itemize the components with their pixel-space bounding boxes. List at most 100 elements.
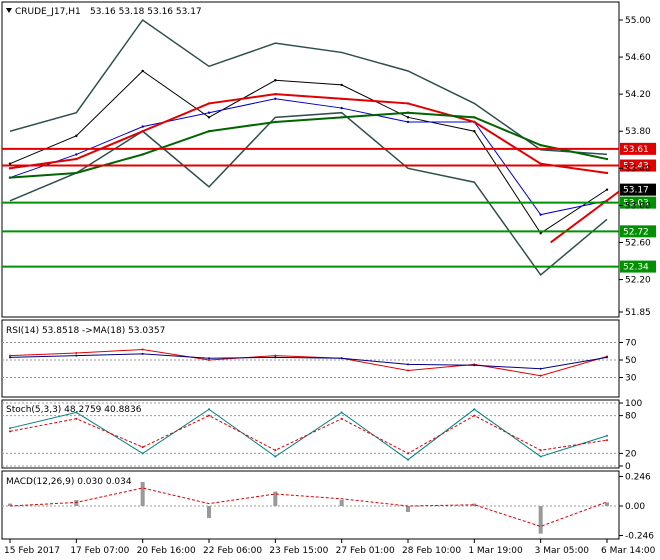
level-tag (620, 196, 656, 209)
level-tag (620, 142, 656, 155)
signal-point (274, 449, 277, 452)
series-point (8, 167, 12, 170)
bollinger-bands (9, 18, 608, 277)
series-point (605, 157, 609, 161)
horizontal-levels: 53.61 53.43 53.17 53.03 52.72 52.34 (2, 142, 656, 273)
series-point (8, 162, 12, 165)
series-point (274, 97, 277, 100)
indicator-point (208, 408, 210, 411)
time-tick-label: 6 Mar 14:00 (601, 546, 656, 556)
time-tick-label: 27 Feb 01:00 (336, 546, 395, 556)
series-point (75, 157, 78, 161)
series-point (141, 153, 144, 156)
time-tick-label: 3 Mar 05:00 (535, 546, 590, 556)
time-tick-label: 28 Feb 10:00 (402, 546, 461, 556)
time-tick-label: 22 Feb 06:00 (203, 546, 262, 556)
series-point (141, 69, 144, 73)
series-point (340, 97, 343, 100)
series-point (274, 92, 277, 96)
indicator-point (606, 434, 608, 437)
indicator-point (75, 352, 78, 354)
indicator-point (141, 452, 144, 455)
level-tag-label: 52.34 (623, 263, 649, 273)
signal-point (407, 452, 409, 455)
series-point (539, 162, 542, 165)
series-point (340, 83, 343, 87)
signal-point (473, 414, 476, 417)
series-point (406, 111, 410, 114)
time-tick-label: 17 Feb 07:00 (70, 546, 129, 556)
bollinger-upper-band (9, 18, 608, 156)
series-point (207, 102, 211, 105)
signal-point (141, 446, 144, 449)
price-tick-label: 51.85 (625, 308, 651, 318)
series-line (9, 70, 608, 234)
macd-histogram-bar (339, 500, 344, 506)
support-trend-line (550, 190, 620, 244)
indicator-point (9, 427, 11, 430)
price-tick-label: 52.20 (625, 276, 651, 286)
macd-histogram-bar (472, 503, 477, 506)
series-point (141, 125, 144, 128)
level-tag (620, 260, 656, 273)
macd-level-label: 0.246 (625, 472, 651, 482)
series-point (473, 116, 476, 119)
macd-histogram-bar (74, 500, 79, 506)
price-axis: 55.00 54.60 54.20 53.80 53.40 53.00 52.60 52.20… (619, 16, 651, 318)
signal-point (75, 417, 78, 420)
series-point (539, 232, 542, 235)
indicator-point (274, 354, 277, 357)
indicator-point (208, 359, 210, 361)
price-tick-label: 53.40 (625, 164, 651, 174)
signal-point (606, 356, 608, 359)
price-tick-label: 52.60 (625, 238, 651, 248)
rsi-level-label: 30 (625, 374, 637, 384)
indicator-point (274, 455, 277, 458)
rsi-label: RSI(14) 53.8518 ->MA(18) 53.0357 (6, 326, 165, 336)
indicator-point (9, 354, 11, 357)
stoch-level-label: 20 (625, 449, 637, 459)
signal-point (141, 352, 144, 355)
indicator-point (539, 374, 542, 377)
stoch-level-label: 80 (625, 412, 637, 422)
signal-line (9, 353, 608, 370)
level-tag-label: 53.17 (623, 186, 649, 196)
macd-level-label: -0.246 (625, 532, 654, 542)
ohlc-values: 53.16 53.18 53.16 53.17 (90, 7, 202, 17)
macd-histogram-bar (605, 502, 609, 506)
macd-histogram-bar (538, 506, 543, 534)
series-point (539, 143, 542, 147)
signal-point (539, 449, 542, 452)
time-tick-label: 1 Mar 19:00 (468, 546, 523, 556)
signal-point (75, 354, 78, 357)
stoch-label: Stoch(5,3,3) 48.2759 40.8836 (6, 405, 142, 415)
time-tick-label: 20 Feb 16:00 (137, 546, 196, 556)
main-panel-frame (1, 1, 620, 318)
series-point (75, 153, 78, 156)
indicator-point (407, 458, 409, 461)
level-tag (620, 159, 656, 172)
rsi-level-label: 50 (625, 356, 637, 366)
time-tick-label: 15 Feb 2017 (4, 546, 60, 556)
signal-point (9, 356, 11, 359)
macd-label: MACD(12,26,9) 0.030 0.034 (6, 477, 132, 487)
series-point (75, 171, 78, 175)
price-tick-label: 53.80 (625, 127, 651, 137)
moving-averages (8, 69, 620, 244)
series-point (207, 130, 211, 133)
collapse-triangle-icon[interactable] (6, 8, 12, 13)
indicator-line (9, 408, 608, 461)
macd-signal-line (9, 487, 608, 527)
series-point (8, 176, 12, 179)
macd-histogram-bar (140, 482, 145, 506)
series-point (75, 134, 78, 138)
series-point (539, 213, 542, 216)
level-tag-label: 52.72 (623, 227, 649, 237)
stoch-panel: 100 80 20 0 (2, 399, 642, 472)
symbol-header: CRUDE_J17,H1 53.16 53.18 53.16 53.17 (6, 7, 202, 17)
series-line (9, 93, 608, 174)
indicator-point (75, 411, 78, 414)
signal-point (208, 357, 210, 360)
